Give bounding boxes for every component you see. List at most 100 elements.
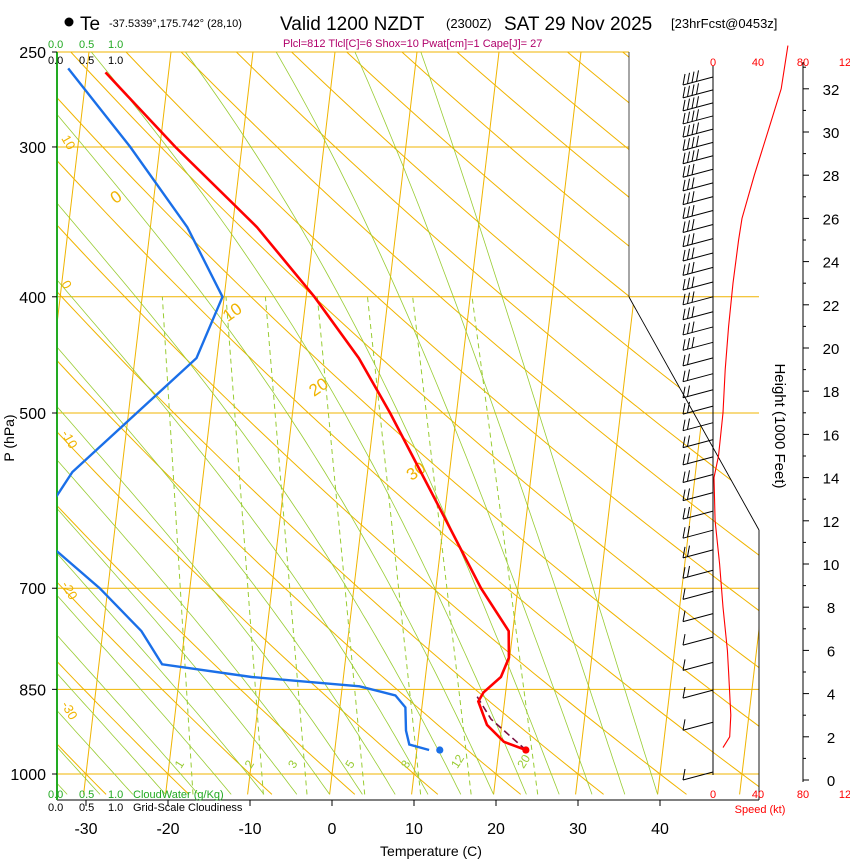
wind-barb-flag: [687, 178, 690, 190]
wind-barb-flag: [691, 97, 695, 109]
temperature-tick-label: 10: [405, 821, 423, 838]
mixing-ratio-line: [412, 296, 472, 795]
wind-speed-tick-label: 12: [839, 789, 850, 801]
wind-barb-flag: [687, 111, 690, 123]
wind-speed-tick-label: 0: [710, 789, 716, 801]
moist-adiabat-line: [57, 52, 494, 795]
wind-barb: [682, 276, 714, 291]
wind-barb-flag: [691, 321, 695, 333]
wind-barb-flag: [696, 70, 699, 82]
dry-adiabat-line: [66, 52, 759, 795]
moist-adiabat-line: [57, 52, 330, 795]
height-tick-label: 8: [827, 600, 835, 617]
wind-barb: [682, 768, 714, 781]
wind-barb-flag: [687, 138, 690, 150]
sounding-series: [57, 67, 530, 754]
wind-barb-flag: [682, 152, 686, 164]
isotherm-line: [247, 52, 336, 795]
moist-adiabat-line: [57, 52, 462, 795]
wind-barb: [682, 109, 714, 125]
wind-barb-flag: [682, 308, 686, 320]
cloudwater-label: CloudWater (g/Kg): [133, 789, 224, 801]
dry-adiabat-line: [507, 52, 759, 795]
moist-adiabat-line: [57, 52, 232, 795]
isotherm-line: [329, 52, 418, 795]
wind-barb: [682, 659, 714, 671]
wind-barb-flag: [687, 234, 690, 246]
dry-adiabat-line: [57, 52, 273, 795]
wind-barb: [682, 321, 714, 336]
isotherm-lines: [57, 52, 759, 795]
wind-barb-flag: [682, 687, 686, 699]
wind-barb: [682, 369, 714, 383]
wind-barb: [682, 163, 714, 178]
dry-adiabat-line: [286, 52, 759, 795]
wind-barb-staff: [682, 661, 714, 671]
wind-barb-flag: [687, 369, 690, 381]
isotherm-line: [739, 52, 759, 795]
wind-barb-flag: [687, 435, 690, 447]
wind-barb-flag: [682, 73, 686, 86]
cloudiness-tick-label: 0.0: [48, 802, 63, 814]
moist-adiabat-line: [419, 52, 658, 795]
mixing-ratio-label: 20: [514, 752, 533, 771]
wind-speed-tick-label: 40: [752, 57, 764, 69]
wind-barb-flag: [687, 506, 690, 519]
wind-barb-flag: [691, 233, 695, 245]
valid-time: Valid 1200 NZDT: [280, 14, 425, 35]
temperature-line: [104, 71, 527, 752]
height-tick-label: 32: [823, 82, 840, 99]
pressure-tick-label: 300: [19, 140, 46, 157]
wind-barb-flag: [682, 370, 686, 382]
mixing-ratio-label: 5: [342, 757, 358, 770]
dry-adiabat-line: [451, 52, 759, 795]
mixing-ratio-line: [161, 296, 194, 795]
wind-barb-flag: [682, 489, 686, 501]
cloudiness-label: Grid-Scale Cloudiness: [133, 802, 243, 814]
wind-barb-flag: [682, 193, 686, 205]
wind-barb-staff: [682, 196, 714, 206]
temperature-tick-label: 0: [328, 821, 337, 838]
wind-barb-flag: [687, 418, 690, 430]
wind-speed-tick-label: 40: [752, 789, 764, 801]
height-tick-label: 6: [827, 643, 835, 660]
wind-barb: [682, 247, 714, 262]
wind-barb-flag: [682, 634, 686, 646]
wind-barb-flag: [682, 139, 686, 151]
wind-barb-flag: [691, 306, 695, 318]
wind-barb-flag: [691, 84, 695, 96]
dry-adiabat-line: [57, 52, 687, 795]
wind-barb-flag: [691, 291, 695, 303]
moist-adiabat-line: [273, 52, 593, 795]
wind-speed-profile-line: [713, 45, 789, 748]
mixing-ratio-label: 1: [172, 757, 188, 770]
height-tick-label: 12: [823, 514, 840, 531]
wind-barb: [682, 306, 714, 321]
wind-barb-flag: [682, 99, 686, 111]
wind-barb-flag: [687, 85, 690, 97]
wind-barb-flag: [687, 263, 690, 275]
wind-barb-flag: [682, 402, 686, 415]
wind-barb-flag: [687, 338, 690, 350]
surface-temperature-marker: [522, 746, 530, 754]
cloudwater-tick-label: 0.0: [48, 789, 63, 801]
moist-adiabat-line: [57, 52, 199, 795]
wind-barb-flag: [687, 401, 690, 413]
cloudiness-tick-label: 1.0: [108, 802, 123, 814]
temperature-tick-label: -10: [238, 821, 261, 838]
wind-barb-flag: [687, 151, 690, 163]
isotherm-line: [493, 52, 582, 795]
moist-adiabat-line: [57, 52, 265, 795]
dry-adiabat-line: [57, 52, 759, 795]
wind-barb-flag: [687, 545, 690, 557]
wind-barb-flag: [682, 339, 686, 351]
wind-barbs: [682, 70, 714, 781]
dry-adiabat-line: [341, 52, 759, 795]
wind-barb-flag: [687, 98, 690, 110]
station-dot-icon: [64, 17, 74, 27]
wind-barb-flag: [682, 419, 686, 431]
cloudiness-tick-label: 0.0: [48, 55, 63, 67]
wind-speed-tick-label: 80: [797, 57, 809, 69]
cloudiness-tick-label: 0.5: [79, 802, 94, 814]
wind-barb: [682, 205, 714, 219]
